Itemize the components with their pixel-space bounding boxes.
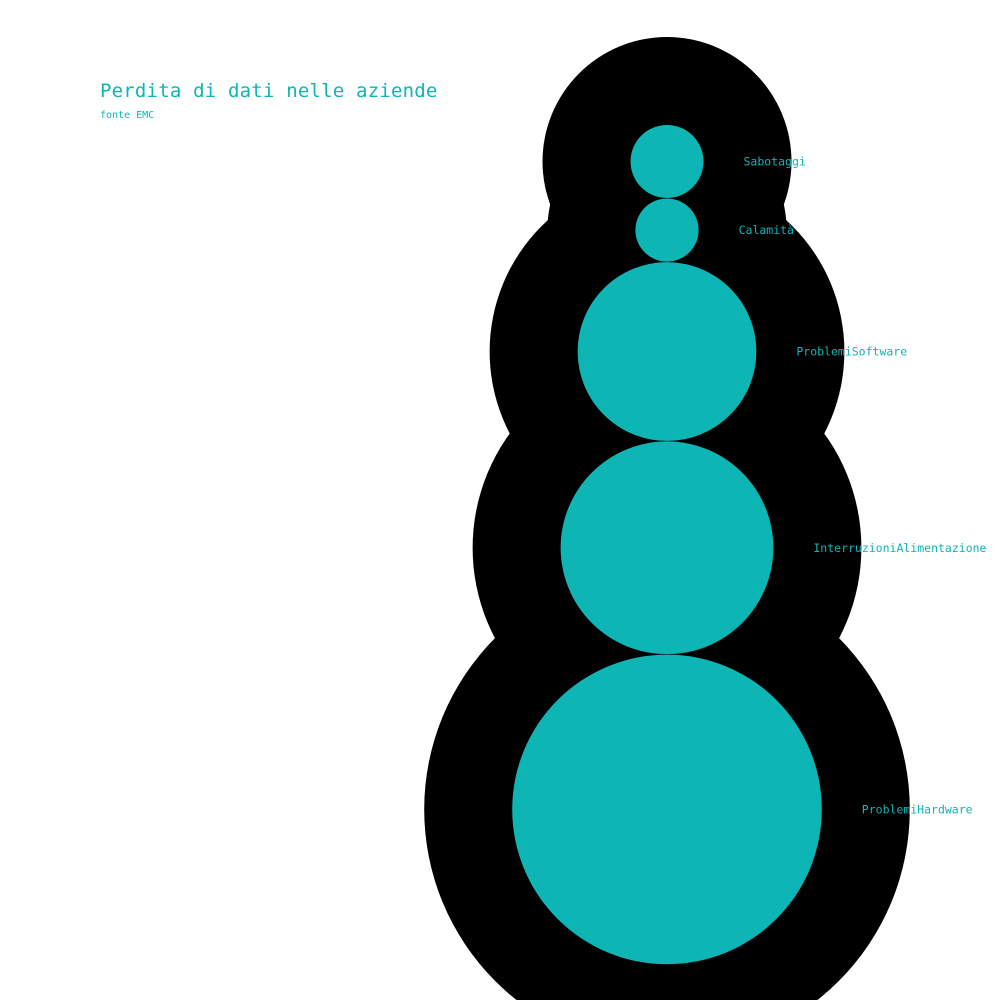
bubble-InterruzioniAlimentazione[interactable] [560, 441, 774, 655]
bubble-layer [512, 125, 822, 965]
bubble-ProblemiHardware[interactable] [512, 654, 822, 965]
chart-title: Perdita di dati nelle aziende [100, 80, 438, 102]
bubble-label: Calamità [739, 223, 794, 237]
bubble-ProblemiSoftware[interactable] [577, 262, 757, 441]
bubble-Calamità[interactable] [635, 198, 699, 262]
corner-text: NU [846, 980, 867, 996]
label-layer: Sabotaggi Calamità ProblemiSoftware Interru… [739, 154, 987, 816]
bubble-Sabotaggi[interactable] [630, 125, 704, 198]
chart-subtitle: fonte EMC [100, 110, 155, 121]
bubble-label: InterruzioniAlimentazione [813, 541, 986, 555]
bubble-label: ProblemiSoftware [796, 345, 907, 359]
bubble-label: ProblemiHardware [862, 802, 973, 816]
bubble-label: Sabotaggi [743, 154, 805, 168]
